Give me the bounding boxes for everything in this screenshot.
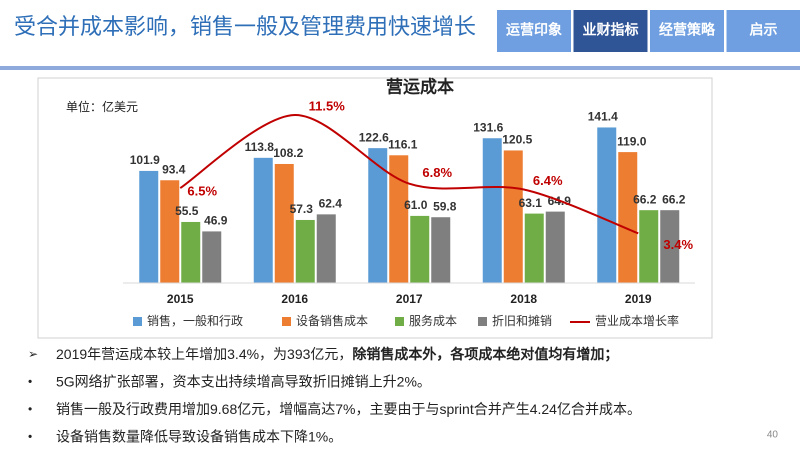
bar-value-label: 62.4 xyxy=(319,197,343,211)
bar xyxy=(482,138,502,283)
chart-frame xyxy=(37,77,713,339)
bullet-text: 销售一般及行政费用增加9.68亿元，增幅高达7%，主要由于与sprint合并产生… xyxy=(56,401,641,417)
slide-title: 受合并成本影响，销售一般及管理费用快速增长 xyxy=(14,14,476,39)
bar xyxy=(181,221,201,283)
bullet-text-part: 设备销售数量降低导致设备销售成本下降1%。 xyxy=(56,428,342,444)
bar-value-label: 119.0 xyxy=(617,134,647,148)
legend-swatch xyxy=(282,317,291,326)
bar xyxy=(389,155,409,283)
bar-value-label: 93.4 xyxy=(162,162,186,176)
x-tick-label: 2016 xyxy=(281,292,308,306)
line-value-label: 11.5% xyxy=(309,98,346,113)
bar-value-label: 46.9 xyxy=(204,214,228,228)
bar xyxy=(524,213,544,283)
legend-label: 营业成本增长率 xyxy=(595,313,679,328)
bar xyxy=(431,217,451,283)
growth-line xyxy=(179,113,639,235)
bar xyxy=(618,152,638,283)
bullet-marker: ➢ xyxy=(28,347,38,361)
nav-tab[interactable] xyxy=(650,10,724,52)
bar-value-label: 113.8 xyxy=(245,140,275,154)
bar-value-label: 116.1 xyxy=(388,137,418,151)
x-tick-label: 2015 xyxy=(167,292,194,306)
legend-swatch xyxy=(478,317,487,326)
nav-tab-label[interactable]: 经营策略 xyxy=(659,22,716,38)
bullet-text-part: 5G网络扩张部署，资本支出持续增高导致折旧摊销上升2%。 xyxy=(56,373,431,389)
bar xyxy=(316,214,336,283)
bar-value-label: 101.9 xyxy=(130,153,160,167)
bar xyxy=(639,210,659,283)
bar xyxy=(545,211,565,283)
chart-title: 营运成本 xyxy=(386,76,454,96)
nav-tab-label[interactable]: 启示 xyxy=(750,22,778,38)
page-number: 40 xyxy=(767,430,779,441)
bar-value-label: 141.4 xyxy=(588,110,618,124)
x-tick-label: 2019 xyxy=(625,292,652,306)
bar xyxy=(368,148,388,283)
legend-label: 设备销售成本 xyxy=(296,313,368,328)
line-value-label: 6.5% xyxy=(187,183,217,198)
bar-value-label: 120.5 xyxy=(502,133,532,147)
bar xyxy=(202,231,222,283)
legend-label: 折旧和摊销 xyxy=(492,313,552,328)
bar xyxy=(295,219,315,283)
bar-value-label: 131.6 xyxy=(473,120,503,134)
bar-value-label: 66.2 xyxy=(662,192,686,206)
bar xyxy=(503,150,523,283)
bullet-text: 5G网络扩张部署，资本支出持续增高导致折旧摊销上升2%。 xyxy=(56,373,431,389)
bar xyxy=(597,127,617,284)
bar xyxy=(660,210,680,283)
bullet-marker: • xyxy=(28,402,32,416)
bar-value-label: 55.5 xyxy=(175,204,199,218)
x-tick-label: 2017 xyxy=(396,292,423,306)
line-value-label: 3.4% xyxy=(663,237,693,252)
bar xyxy=(410,215,430,283)
bar-value-label: 63.1 xyxy=(519,196,543,210)
line-value-label: 6.4% xyxy=(533,173,563,188)
legend-label: 服务成本 xyxy=(409,313,457,328)
legend-swatch xyxy=(395,317,404,326)
bullet-text: 2019年营运成本较上年增加3.4%，为393亿元，除销售成本外，各项成本绝对值… xyxy=(56,346,618,363)
bullet-text-part: 2019年营运成本较上年增加3.4%，为393亿元， xyxy=(56,346,352,362)
bar-value-label: 59.8 xyxy=(433,199,457,213)
bar-value-label: 57.3 xyxy=(290,202,314,216)
bar xyxy=(274,163,294,283)
nav-tab-label[interactable]: 业财指标 xyxy=(583,22,639,38)
nav-tab[interactable] xyxy=(726,10,800,52)
bar-value-label: 122.6 xyxy=(359,130,389,144)
legend-label: 销售，一般和行政 xyxy=(147,313,243,328)
nav-tab[interactable] xyxy=(573,10,648,52)
x-tick-label: 2018 xyxy=(510,292,537,306)
bar xyxy=(160,180,180,283)
bar xyxy=(139,170,159,283)
line-value-label: 6.8% xyxy=(422,165,452,180)
nav-tab-label[interactable]: 运营印象 xyxy=(506,22,562,38)
header-rule xyxy=(0,66,800,70)
bar-value-label: 108.2 xyxy=(273,146,303,160)
bar-value-label: 66.2 xyxy=(633,192,657,206)
unit-note: 单位：亿美元 xyxy=(66,99,138,114)
bullet-text-part: 除销售成本外，各项成本绝对值均有增加； xyxy=(352,346,618,363)
bullet-marker: • xyxy=(28,430,32,444)
nav-tab[interactable] xyxy=(497,10,571,52)
bar-value-label: 61.0 xyxy=(404,198,428,212)
bullet-text: 设备销售数量降低导致设备销售成本下降1%。 xyxy=(56,428,342,444)
bullet-text-part: 销售一般及行政费用增加9.68亿元，增幅高达7%，主要由于与sprint合并产生… xyxy=(56,401,641,417)
bullet-marker: • xyxy=(28,375,32,389)
legend-swatch xyxy=(133,317,142,326)
bar xyxy=(253,157,273,283)
